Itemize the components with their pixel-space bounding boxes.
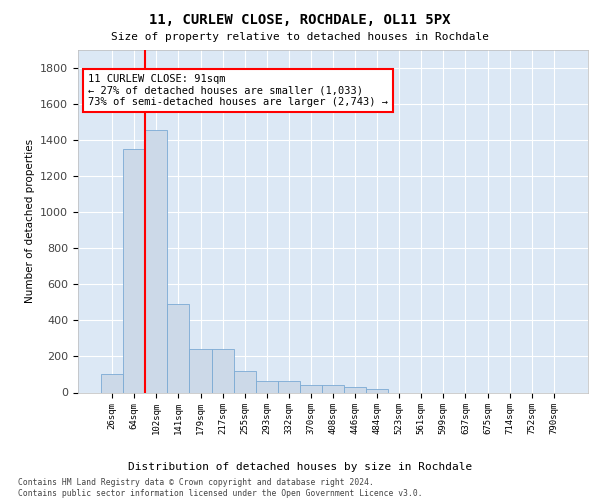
Text: Size of property relative to detached houses in Rochdale: Size of property relative to detached ho… xyxy=(111,32,489,42)
Y-axis label: Number of detached properties: Number of detached properties xyxy=(25,139,35,304)
Text: Distribution of detached houses by size in Rochdale: Distribution of detached houses by size … xyxy=(128,462,472,472)
Bar xyxy=(167,304,190,392)
Text: 11 CURLEW CLOSE: 91sqm
← 27% of detached houses are smaller (1,033)
73% of semi-: 11 CURLEW CLOSE: 91sqm ← 27% of detached… xyxy=(88,74,388,107)
Bar xyxy=(300,386,322,392)
Bar xyxy=(212,349,233,393)
Bar xyxy=(366,389,388,392)
Bar xyxy=(123,149,145,392)
Bar xyxy=(233,371,256,392)
Bar xyxy=(278,381,300,392)
Bar xyxy=(322,386,344,392)
Text: Contains HM Land Registry data © Crown copyright and database right 2024.
Contai: Contains HM Land Registry data © Crown c… xyxy=(18,478,422,498)
Text: 11, CURLEW CLOSE, ROCHDALE, OL11 5PX: 11, CURLEW CLOSE, ROCHDALE, OL11 5PX xyxy=(149,12,451,26)
Bar xyxy=(256,381,278,392)
Bar xyxy=(190,349,212,393)
Bar xyxy=(101,374,123,392)
Bar xyxy=(344,387,366,392)
Bar xyxy=(145,130,167,392)
